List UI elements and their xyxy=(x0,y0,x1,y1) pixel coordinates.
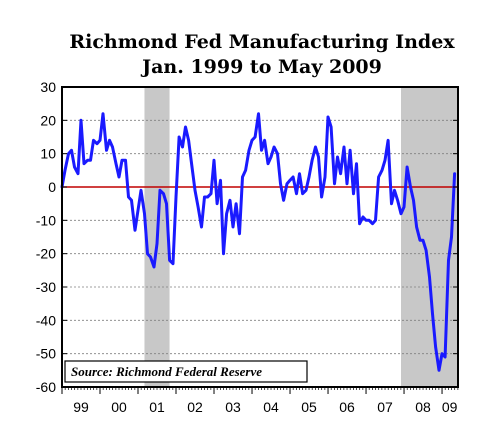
y-tick-label: -40 xyxy=(36,312,56,328)
x-tick-label: 03 xyxy=(225,399,241,415)
x-tick-label: 06 xyxy=(339,399,355,415)
chart-title: Richmond Fed Manufacturing Index xyxy=(69,31,455,53)
x-tick-label: 04 xyxy=(263,399,279,415)
plot-area: 30 20 10 0 -10 -20 -30 -40 -50 -60 99 00 01 02 03 04 05 0… xyxy=(36,79,459,415)
y-tick-label: 20 xyxy=(40,112,56,128)
x-tick-label: 08 xyxy=(415,399,431,415)
series-line-1 xyxy=(60,112,457,372)
chart-subtitle: Jan. 1999 to May 2009 xyxy=(140,56,382,78)
plot-frame xyxy=(61,86,459,388)
x-tick-label: 01 xyxy=(149,399,165,415)
x-tick-label: 00 xyxy=(111,399,127,415)
y-tick-label: -60 xyxy=(36,379,56,395)
y-tick-label: 10 xyxy=(40,146,56,162)
x-tick-label: 02 xyxy=(187,399,203,415)
y-tick-label: -50 xyxy=(36,346,56,362)
y-tick-label: 0 xyxy=(48,179,56,195)
y-tick-label: -20 xyxy=(36,246,56,262)
x-tick-label: 09 xyxy=(442,399,458,415)
source-note: Source: Richmond Federal Reserve xyxy=(71,364,262,379)
y-tick-label: 30 xyxy=(40,79,56,95)
y-tick-label: -10 xyxy=(36,212,56,228)
x-tick-label: 99 xyxy=(73,399,89,415)
y-tick-label: -30 xyxy=(36,279,56,295)
x-tick-label: 05 xyxy=(301,399,317,415)
x-tick-label: 07 xyxy=(377,399,393,415)
source-box: Source: Richmond Federal Reserve xyxy=(64,360,308,383)
recession-band-2 xyxy=(400,87,458,387)
